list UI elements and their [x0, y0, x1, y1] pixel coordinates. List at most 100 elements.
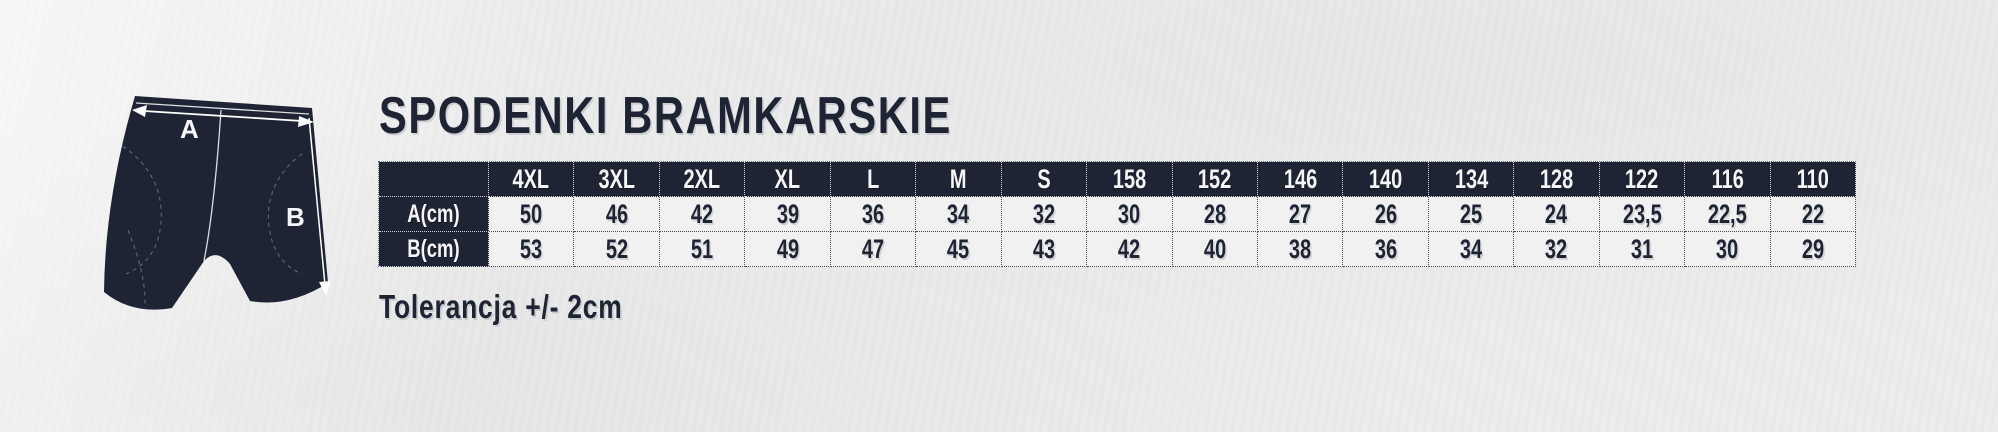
- size-column-header: 4XL: [489, 162, 575, 197]
- size-column-header-text: S: [1037, 163, 1051, 194]
- size-value-cell-text: 25: [1459, 198, 1483, 229]
- size-column-header: 134: [1428, 162, 1515, 197]
- size-value-cell: 42: [659, 197, 746, 232]
- size-column-header-text: 122: [1625, 163, 1659, 194]
- row-label-text: B(cm): [407, 234, 460, 263]
- size-value-cell: 49: [745, 232, 831, 267]
- size-value-cell-text: 32: [1032, 198, 1055, 229]
- size-value-cell: 24: [1514, 197, 1600, 232]
- size-value-cell: 30: [1087, 197, 1173, 232]
- size-column-header: 152: [1172, 162, 1258, 197]
- size-value-cell-text: 52: [605, 233, 628, 264]
- size-value-cell-text: 45: [947, 233, 970, 264]
- size-column-header-text: 4XL: [512, 163, 550, 194]
- size-value-cell: 29: [1770, 232, 1856, 267]
- size-value-cell-text: 40: [1203, 233, 1226, 264]
- center-seam: [203, 109, 222, 262]
- size-value-cell-text: 22,5: [1707, 198, 1747, 229]
- size-value-cell-text: 36: [1374, 233, 1397, 264]
- size-value-cell-text: 27: [1289, 198, 1312, 229]
- size-value-cell-text: 23,5: [1622, 198, 1662, 229]
- size-column-header: 140: [1343, 162, 1429, 197]
- size-column-header-text: 116: [1711, 163, 1744, 194]
- size-value-cell-text: 49: [776, 233, 799, 264]
- right-panel-stitch: [267, 153, 303, 275]
- size-value-cell-text: 31: [1630, 233, 1654, 264]
- size-value-cell: 52: [574, 232, 660, 267]
- size-table: 4XL 3XL 2XL XL L M S 158 152 146 140 134 128 122 116 11…: [378, 161, 1856, 267]
- size-column-header-text: 158: [1112, 163, 1146, 194]
- size-value-cell-text: 30: [1716, 233, 1739, 264]
- size-column-header: 146: [1257, 162, 1344, 197]
- row-label: A(cm): [379, 197, 489, 232]
- size-value-cell: 40: [1172, 232, 1258, 267]
- size-value-cell: 25: [1428, 197, 1515, 232]
- size-value-cell-text: 50: [520, 198, 543, 229]
- measurement-a-arrow: A: [132, 105, 314, 144]
- size-value-cell: 32: [1514, 232, 1600, 267]
- size-value-cell: 31: [1599, 232, 1686, 267]
- size-column-header-text: L: [866, 163, 880, 194]
- size-value-cell-text: 22: [1801, 198, 1824, 229]
- size-value-cell: 53: [489, 232, 575, 267]
- size-value-cell-text: 24: [1545, 198, 1568, 229]
- waistband-seam: [135, 102, 310, 115]
- size-value-cell: 45: [916, 232, 1002, 267]
- size-column-header: 3XL: [574, 162, 660, 197]
- size-value-cell-text: 42: [1118, 233, 1141, 264]
- size-column-header-text: 134: [1454, 163, 1488, 194]
- size-value-cell: 34: [916, 197, 1002, 232]
- size-value-cell: 51: [659, 232, 746, 267]
- tolerance-note: Tolerancja +/- 2cm: [379, 288, 623, 325]
- size-value-cell-text: 29: [1801, 233, 1824, 264]
- size-column-header: 2XL: [659, 162, 746, 197]
- size-value-cell-text: 34: [947, 198, 970, 229]
- size-value-cell: 22,5: [1685, 197, 1771, 232]
- size-column-header-text: 3XL: [598, 163, 635, 194]
- size-value-cell-text: 53: [520, 233, 543, 264]
- size-value-cell-text: 42: [690, 198, 714, 229]
- size-value-cell: 32: [1001, 197, 1088, 232]
- size-value-cell: 27: [1257, 197, 1344, 232]
- size-value-cell: 39: [745, 197, 831, 232]
- size-value-cell: 34: [1428, 232, 1515, 267]
- size-value-cell-text: 34: [1459, 233, 1483, 264]
- size-value-cell: 47: [830, 232, 917, 267]
- size-value-cell-text: 28: [1203, 198, 1226, 229]
- size-value-cell-text: 47: [861, 233, 885, 264]
- size-column-header: L: [830, 162, 917, 197]
- size-value-cell-text: 38: [1289, 233, 1312, 264]
- size-column-header: 158: [1087, 162, 1173, 197]
- size-value-cell: 36: [1343, 232, 1429, 267]
- left-leg-stitch: [127, 229, 146, 309]
- size-value-cell: 30: [1685, 232, 1771, 267]
- size-column-header-text: 140: [1368, 163, 1403, 194]
- size-value-cell-text: 46: [605, 198, 628, 229]
- size-value-cell-text: 32: [1545, 233, 1568, 264]
- arrowhead-left-icon: [132, 105, 147, 117]
- size-column-header: 128: [1514, 162, 1600, 197]
- size-value-cell: 43: [1001, 232, 1088, 267]
- size-value-cell: 42: [1087, 232, 1173, 267]
- size-column-header-text: 146: [1283, 163, 1317, 194]
- size-column-header-text: 152: [1198, 163, 1232, 194]
- size-value-cell-text: 36: [861, 198, 885, 229]
- size-value-cell: 50: [489, 197, 575, 232]
- measurement-label-b: B: [286, 202, 305, 232]
- size-column-header-text: M: [950, 163, 967, 194]
- size-column-header: 116: [1685, 162, 1771, 197]
- size-column-header-text: 110: [1796, 163, 1829, 194]
- size-value-cell-text: 30: [1118, 198, 1141, 229]
- size-column-header-text: XL: [774, 163, 801, 194]
- size-value-cell: 36: [830, 197, 917, 232]
- size-value-cell: 22: [1770, 197, 1856, 232]
- size-value-cell-text: 43: [1032, 233, 1055, 264]
- size-column-header: 122: [1599, 162, 1686, 197]
- table-corner-cell: [379, 162, 489, 197]
- size-value-cell: 26: [1343, 197, 1429, 232]
- size-column-header: M: [916, 162, 1002, 197]
- size-column-header: XL: [745, 162, 831, 197]
- size-value-cell-text: 26: [1374, 198, 1397, 229]
- size-value-cell: 46: [574, 197, 660, 232]
